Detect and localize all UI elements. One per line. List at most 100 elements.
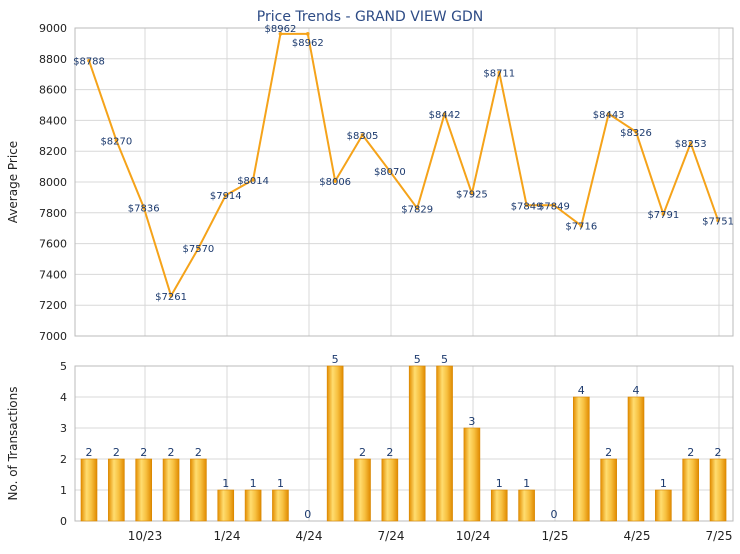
transaction-bar — [190, 458, 207, 522]
price-y-tick-label: 7000 — [39, 330, 67, 343]
transaction-data-label: 1 — [277, 477, 284, 490]
price-data-label: $7914 — [210, 191, 242, 202]
price-point — [470, 191, 474, 196]
price-data-label: $8711 — [483, 69, 515, 80]
price-point — [196, 246, 201, 251]
transaction-bar — [518, 489, 535, 522]
price-data-label: $7261 — [155, 292, 187, 303]
price-data-label: $8305 — [347, 131, 379, 142]
transactions-y-axis-label: No. of Transactions — [6, 386, 20, 500]
transaction-data-label: 3 — [468, 415, 475, 428]
transaction-bar — [655, 489, 672, 522]
price-point — [87, 58, 91, 63]
transaction-bar — [709, 458, 727, 522]
price-y-axis-label: Average Price — [6, 141, 20, 223]
price-data-label: $8253 — [675, 139, 707, 150]
transaction-bar — [80, 458, 98, 522]
price-data-label: $8006 — [319, 177, 351, 188]
transactions-panel: 0 1 2 3 4 5 No. of Transactions 2 2 2 2 2 1 1 1 0 5 2 2 5 5 3… — [6, 353, 734, 543]
price-data-label: $7925 — [456, 190, 488, 201]
transaction-bar — [408, 365, 426, 522]
transaction-bar — [162, 458, 180, 522]
transaction-bar — [326, 365, 344, 522]
price-point — [634, 129, 638, 134]
price-point — [716, 218, 720, 223]
transaction-bar — [217, 489, 235, 522]
transactions-plot-area — [75, 366, 733, 521]
price-point — [552, 203, 556, 208]
price-data-label: $8070 — [374, 167, 406, 178]
transaction-data-label: 2 — [113, 446, 120, 459]
transaction-data-label: 1 — [250, 477, 257, 490]
price-data-label: $7849 — [511, 201, 543, 212]
transaction-data-label: 2 — [687, 446, 694, 459]
price-y-tick-label: 8800 — [39, 53, 67, 66]
price-series-line — [88, 32, 719, 297]
price-point — [251, 178, 255, 182]
transaction-bar — [600, 458, 617, 522]
transaction-data-label: 1 — [222, 477, 229, 490]
transaction-data-label: 2 — [386, 446, 393, 459]
price-point — [333, 179, 337, 183]
price-data-label: $7829 — [401, 204, 433, 215]
transaction-data-label: 4 — [633, 384, 640, 397]
transaction-bar — [244, 489, 262, 522]
price-point — [497, 70, 502, 75]
price-point — [524, 203, 529, 208]
x-tick-label: 7/25 — [706, 529, 733, 543]
price-point — [278, 32, 283, 36]
price-data-label: $8442 — [429, 110, 461, 121]
price-y-tick-label: 9000 — [39, 22, 67, 35]
transaction-bar — [381, 458, 399, 522]
price-data-label: $8014 — [237, 176, 269, 187]
transaction-data-label: 5 — [441, 353, 448, 366]
transaction-data-label: 2 — [140, 446, 147, 459]
transaction-data-label: 2 — [605, 446, 612, 459]
transaction-data-label: 0 — [550, 508, 557, 521]
price-data-label: $7751 — [702, 216, 734, 227]
transactions-y-tick-label: 2 — [60, 453, 67, 466]
price-data-label: $8443 — [593, 110, 625, 121]
transaction-data-label: 2 — [168, 446, 175, 459]
price-point — [442, 112, 447, 116]
chart-title: Price Trends - GRAND VIEW GDN — [257, 9, 483, 25]
transaction-data-label: 1 — [660, 477, 667, 490]
price-y-tick-label: 7800 — [39, 207, 67, 220]
price-point — [169, 294, 173, 298]
price-point — [360, 133, 365, 137]
transaction-bar — [135, 458, 152, 522]
x-tick-label: 7/24 — [378, 529, 405, 543]
price-data-label: $8326 — [620, 128, 652, 139]
price-data-label: $7791 — [647, 210, 679, 221]
price-point — [306, 32, 310, 36]
price-plot-border — [74, 27, 734, 337]
price-y-tick-label: 8600 — [39, 84, 67, 97]
transactions-plot-border — [74, 365, 734, 522]
x-tick-label: 4/24 — [296, 529, 323, 543]
transaction-data-label: 1 — [523, 477, 530, 490]
transaction-data-label: 1 — [496, 477, 503, 490]
transaction-bar — [627, 396, 645, 522]
price-point — [141, 205, 146, 210]
transaction-bar — [572, 396, 590, 522]
price-data-label: $8788 — [73, 57, 105, 68]
transactions-y-tick-label: 0 — [60, 515, 67, 528]
price-y-tick-label: 8000 — [39, 176, 67, 189]
transactions-y-tick-label: 5 — [60, 360, 67, 373]
transaction-data-label: 2 — [715, 446, 722, 459]
transaction-data-label: 2 — [86, 446, 93, 459]
transaction-data-label: 0 — [304, 508, 311, 521]
x-tick-label: 10/23 — [128, 529, 163, 543]
price-data-label: $8962 — [292, 38, 324, 49]
transaction-bar — [490, 489, 508, 522]
price-point — [661, 212, 666, 216]
price-point — [114, 138, 119, 143]
x-tick-label: 1/24 — [214, 529, 241, 543]
transactions-y-tick-label: 4 — [60, 391, 67, 404]
price-data-label: $7849 — [538, 201, 570, 212]
transaction-bar — [463, 427, 481, 522]
price-data-label: $8962 — [265, 24, 297, 35]
transaction-bar — [682, 458, 700, 522]
